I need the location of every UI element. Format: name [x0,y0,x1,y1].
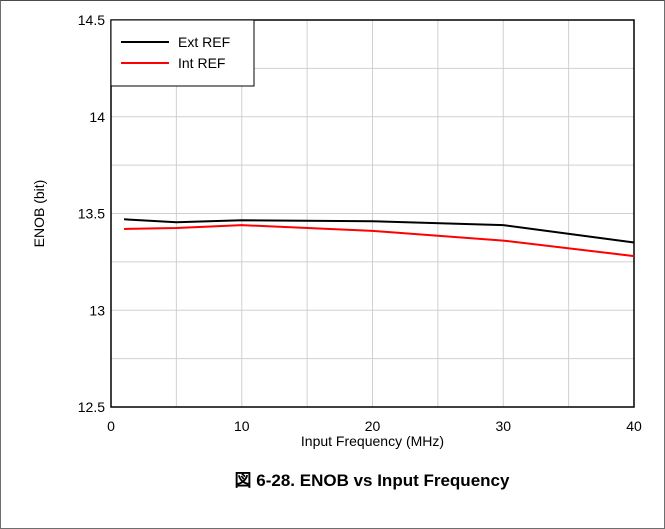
legend-box [110,19,255,87]
y-tick-label: 12.5 [78,399,105,415]
y-tick-label: 13 [89,302,105,318]
x-axis-label: Input Frequency (MHz) [301,433,444,449]
x-tick-label: 10 [234,418,250,434]
y-tick-labels: 12.5 13 13.5 14 14.5 [78,12,105,415]
grid [111,20,634,407]
legend-label-ext-ref: Ext REF [178,34,230,50]
series-lines [124,218,635,258]
series-line-ext-ref [124,218,635,244]
plot-area [110,19,635,408]
x-tick-label: 30 [495,418,511,434]
x-tick-labels: 0 10 20 30 40 [107,418,642,434]
x-tick-label: 0 [107,418,115,434]
x-tick-label: 20 [365,418,381,434]
y-tick-label: 14 [89,109,105,125]
x-tick-label: 40 [626,418,642,434]
series-line-int-ref [124,224,635,258]
y-tick-label: 14.5 [78,12,105,28]
legend: Ext REF Int REF [110,19,255,87]
y-axis-label: ENOB (bit) [31,180,47,248]
figure-caption: 図 6-28. ENOB vs Input Frequency [235,471,510,490]
legend-label-int-ref: Int REF [178,55,225,71]
y-tick-label: 13.5 [78,206,105,222]
